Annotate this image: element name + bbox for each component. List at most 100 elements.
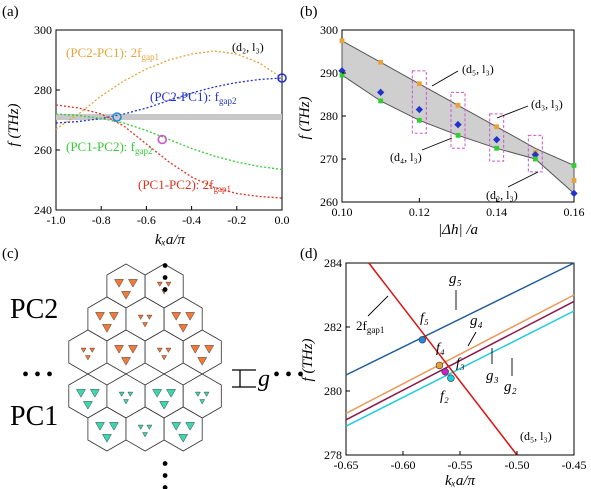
- panel-a-label: (a): [2, 4, 19, 20]
- y-tick-label: 300: [34, 23, 52, 37]
- triangle: [199, 399, 206, 405]
- triangle: [197, 357, 208, 366]
- point-blue: [454, 120, 462, 129]
- triangle: [156, 347, 163, 353]
- triangle: [195, 391, 201, 397]
- arrow-d3l3: [496, 105, 529, 119]
- panel-c: (c) PC2 PC1 g • • • • • • • • • • • •: [2, 246, 304, 489]
- y-tick-label: 280: [320, 109, 338, 123]
- x-tick-label: 0.0: [275, 213, 290, 227]
- triangle: [156, 281, 163, 287]
- point-green: [532, 156, 538, 162]
- x-tick-label: -0.4: [182, 213, 201, 227]
- point-green: [455, 132, 461, 138]
- point-orange: [494, 124, 500, 130]
- dots-bottom: • • •: [153, 460, 175, 489]
- line-2fgap1: [368, 262, 518, 456]
- triangle: [146, 424, 153, 430]
- annotation-d4l3: (d₄, l₃): [390, 150, 422, 164]
- triangle: [85, 355, 91, 361]
- annotation-g5: g₅: [449, 271, 462, 287]
- y-tick-label: 260: [34, 143, 52, 157]
- triangle: [161, 289, 167, 295]
- gap-label: g: [258, 366, 270, 392]
- panel-b-plot: 0.10 0.12 0.14 0.16 260 270 280 290 300: [320, 23, 585, 219]
- annotation-g2: g₂: [504, 379, 517, 395]
- dots-right: • • •: [273, 364, 304, 386]
- panel-d-label: (d): [300, 246, 318, 262]
- point-green: [339, 72, 345, 78]
- x-tick-label: 0.10: [332, 205, 353, 219]
- annotation-pc2pc1-f: (PC2-PC1): fgap2: [150, 89, 236, 106]
- triangle: [114, 345, 124, 354]
- triangle: [142, 322, 148, 328]
- point-blue: [415, 105, 424, 114]
- triangle: [171, 422, 182, 431]
- triangle: [185, 422, 195, 431]
- annotation-d2l3: (d₂, l₃): [486, 188, 518, 202]
- panel-d-corner-label: (d₅, l₃): [520, 429, 552, 443]
- x-tick-label: -0.60: [391, 458, 416, 472]
- y-tick-label: 284: [324, 256, 342, 270]
- marker-f2: [447, 374, 455, 382]
- point-green: [571, 163, 577, 168]
- marker-2: [277, 73, 287, 83]
- panel-d: (d) -0.65 -0.60 -0.55 -0.50 -0.45 278 280 282 28…: [300, 246, 587, 489]
- triangle: [118, 391, 125, 397]
- marker-f4: [435, 361, 444, 370]
- annotation-f4: f₄: [436, 341, 445, 356]
- triangle: [165, 281, 172, 287]
- y-tick-label: 270: [320, 152, 338, 166]
- panel-d-plot: -0.65 -0.60 -0.55 -0.50 -0.45 278 280 282 284: [324, 256, 587, 472]
- triangle: [89, 347, 96, 353]
- panel-b-xlabel: |Δh| /a: [438, 222, 478, 238]
- marker-f3: [441, 368, 449, 376]
- series-line-1: [55, 77, 283, 124]
- triangle: [204, 345, 215, 354]
- point-green: [494, 145, 500, 151]
- triangle: [83, 401, 93, 410]
- line-g2: [345, 310, 575, 427]
- series-line-3: [55, 104, 283, 199]
- x-tick-label: -0.45: [562, 458, 587, 472]
- arrow-d2l3: [507, 171, 539, 188]
- panel-d-xlabel: kₓa/π: [445, 473, 476, 489]
- triangle: [178, 434, 189, 443]
- triangle: [102, 324, 112, 333]
- x-tick-label: -0.65: [334, 458, 359, 472]
- hex-lattice: [68, 263, 222, 452]
- annotation-g4: g₄: [470, 313, 483, 329]
- triangle: [109, 422, 119, 431]
- point-orange: [571, 178, 577, 183]
- triangle: [90, 389, 100, 398]
- arrow-d5l3: [431, 70, 459, 87]
- triangle: [76, 389, 86, 398]
- arrow-g4: [467, 331, 477, 347]
- panel-a-ylabel: f (THz): [6, 104, 22, 147]
- triangle: [161, 355, 167, 361]
- y-tick-label: 280: [34, 83, 52, 97]
- triangle: [128, 279, 138, 288]
- triangle: [159, 401, 169, 410]
- y-tick-label: 290: [320, 66, 338, 80]
- triangle: [121, 357, 131, 366]
- annotation-f5: f₅: [420, 311, 429, 326]
- x-tick-label: 0.14: [486, 205, 507, 219]
- panel-b-ylabel: f (THz): [297, 97, 313, 140]
- point-orange: [455, 102, 461, 108]
- series-line-2: [55, 113, 283, 171]
- triangle: [137, 424, 144, 430]
- highlight-box-2: [489, 113, 505, 162]
- triangle: [142, 432, 148, 438]
- x-tick-label: -0.6: [137, 213, 156, 227]
- highlight-box-3: [527, 134, 543, 173]
- dots-top: • • •: [153, 262, 175, 293]
- line-g3: [345, 300, 575, 421]
- triangle: [95, 312, 105, 321]
- marker-1: [157, 134, 168, 145]
- annotation-f3: f₃: [456, 356, 465, 371]
- arrow-2fgap1: [367, 295, 389, 317]
- triangle: [178, 324, 189, 333]
- arrow-d4l3: [421, 137, 453, 151]
